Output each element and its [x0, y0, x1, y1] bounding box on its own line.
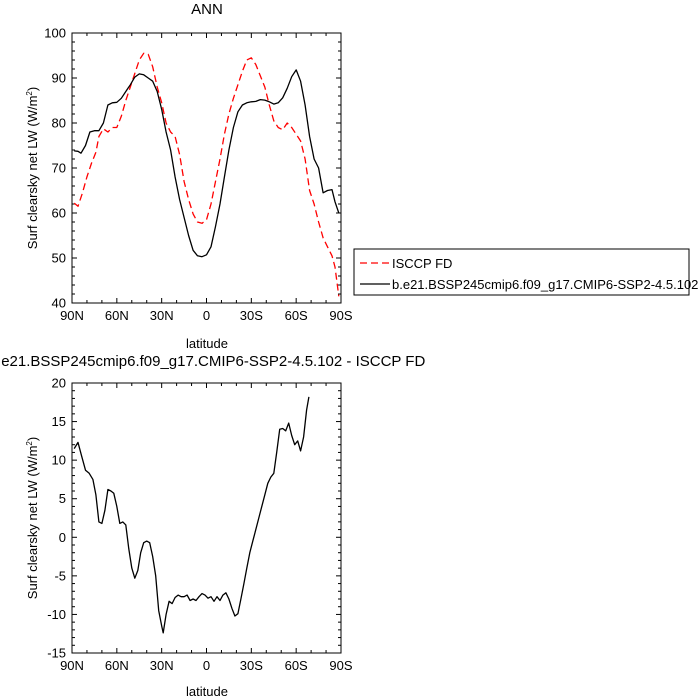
chart-title: ANN	[191, 1, 223, 18]
x-tick-label: 0	[203, 308, 210, 323]
x-tick-label: 90S	[329, 308, 352, 323]
chart-title: b.e21.BSSP245cmip6.f09_g17.CMIP6-SSP2-4.…	[0, 353, 425, 370]
legend-label-isccp: ISCCP FD	[392, 256, 452, 271]
x-tick-label: 30S	[240, 658, 263, 673]
legend-label-model: b.e21.BSSP245cmip6.f09_g17.CMIP6-SSP2-4.…	[392, 277, 698, 292]
x-tick-label: 30N	[150, 308, 174, 323]
x-tick-label: 60S	[285, 308, 308, 323]
panel-top: ANN 90N 60N 30N 0 30S 60S 90S 40 50 60 70 80 90 100 l…	[25, 1, 698, 351]
y-tick-label: 70	[52, 161, 66, 176]
panel-bottom: b.e21.BSSP245cmip6.f09_g17.CMIP6-SSP2-4.…	[0, 353, 425, 699]
y-tick-label: 50	[52, 251, 66, 266]
legend: ISCCP FD b.e21.BSSP245cmip6.f09_g17.CMIP…	[353, 248, 698, 296]
x-tick-label: 90N	[60, 308, 84, 323]
y-tick-label: 10	[52, 453, 66, 468]
x-tick-label: 30S	[240, 308, 263, 323]
y-axis-label: Surf clearsky net LW (W/m2)	[25, 437, 40, 599]
x-tick-label: 0	[203, 658, 210, 673]
y-tick-label: 80	[52, 116, 66, 131]
x-tick-label: 90S	[329, 658, 352, 673]
y-tick-label: 40	[52, 296, 66, 311]
y-tick-label: 0	[59, 530, 66, 545]
y-tick-label: -5	[54, 568, 66, 583]
y-tick-label: 90	[52, 71, 66, 86]
x-tick-label: 60N	[105, 308, 129, 323]
legend-box	[353, 248, 690, 296]
x-tick-label: 30N	[150, 658, 174, 673]
series-line-0	[73, 396, 310, 634]
x-tick-label: 60N	[105, 658, 129, 673]
x-axis-label: latitude	[186, 684, 228, 699]
axes: 90N 60N 30N 0 30S 60S 90S 40 50 60 70 80 90 100	[44, 26, 353, 324]
lines	[73, 396, 310, 634]
y-tick-label: 100	[44, 26, 66, 41]
plot-frame	[71, 32, 342, 304]
y-tick-label: -10	[47, 607, 66, 622]
y-axis-label: Surf clearsky net LW (W/m2)	[25, 87, 40, 249]
y-tick-label: 15	[52, 414, 66, 429]
axes: 90N 60N 30N 0 30S 60S 90S -15 -10 -5 0 5 10 15 20	[47, 376, 353, 674]
series-line-0	[73, 52, 340, 297]
plot-frame	[71, 382, 342, 654]
series-line-1	[74, 69, 340, 258]
y-tick-label: -15	[47, 646, 66, 661]
y-tick-label: 60	[52, 206, 66, 221]
x-tick-label: 90N	[60, 658, 84, 673]
x-axis-label: latitude	[186, 336, 228, 351]
lines	[73, 52, 340, 297]
y-tick-label: 20	[52, 376, 66, 391]
y-tick-label: 5	[59, 491, 66, 506]
x-tick-label: 60S	[285, 658, 308, 673]
